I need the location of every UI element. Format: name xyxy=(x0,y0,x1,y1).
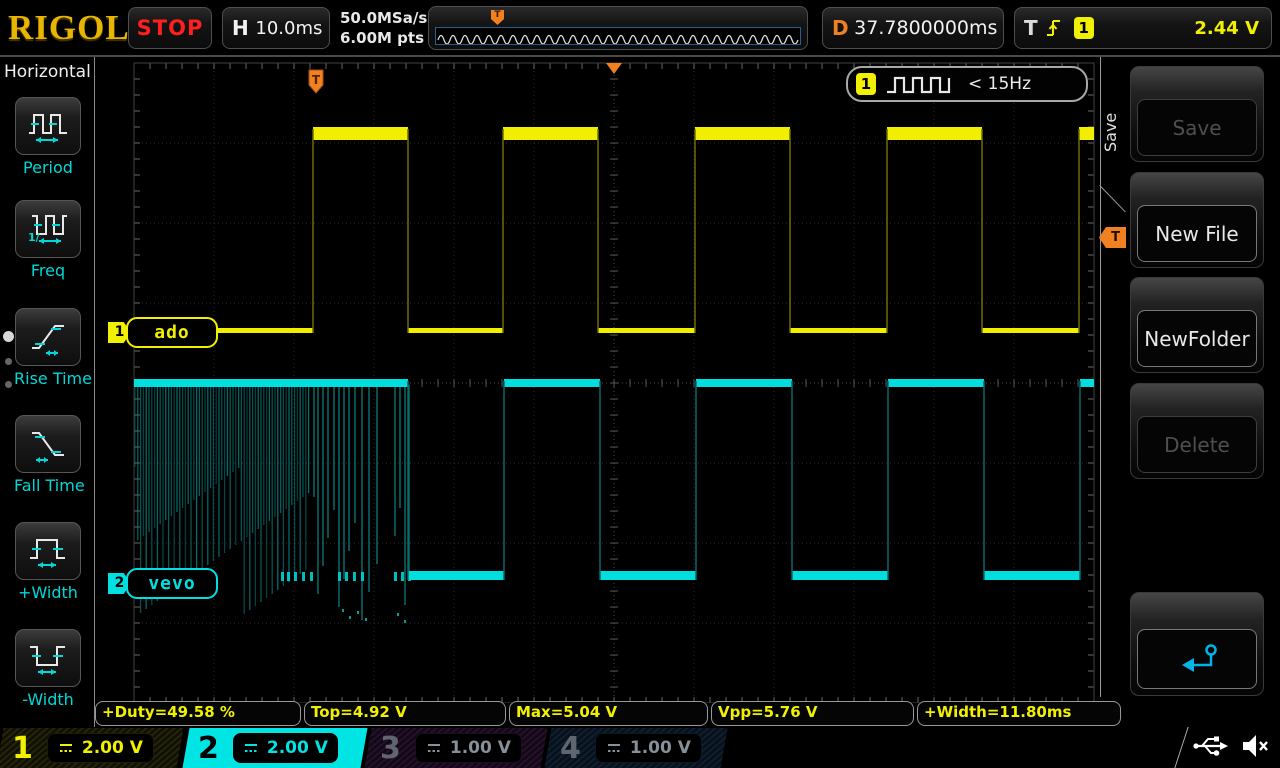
period-icon xyxy=(29,114,67,143)
acquisition-info: 50.0MSa/s 6.00M pts xyxy=(340,8,427,48)
run-state-label: STOP xyxy=(136,16,204,40)
speaker-muted-icon xyxy=(1243,735,1268,757)
page-dot xyxy=(5,381,12,388)
delete-button[interactable]: Delete xyxy=(1130,383,1264,479)
measurement-width: +Width=11.80ms xyxy=(917,701,1121,726)
channel-3-scale: 1.00 V xyxy=(449,738,511,758)
freq-counter-channel-badge: 1 xyxy=(856,73,876,95)
right-menu-frame-line xyxy=(1100,57,1101,697)
measurement-top: Top=4.92 V xyxy=(304,701,506,726)
page-dot-active xyxy=(3,331,14,342)
trigger-letter: T xyxy=(1024,16,1038,40)
overview-waveform-strip xyxy=(435,27,801,45)
svg-text:1/: 1/ xyxy=(28,231,41,244)
dc-coupling-icon xyxy=(607,744,620,752)
save-button[interactable]: Save xyxy=(1130,66,1264,162)
waveform-display: T xyxy=(133,62,1095,703)
run-state-indicator: STOP xyxy=(128,7,212,49)
trigger-source-badge: 1 xyxy=(1073,17,1094,39)
memory-depth: 6.00M pts xyxy=(340,29,424,47)
menu-item-period[interactable]: Period xyxy=(14,97,82,177)
menu-item-rise-time[interactable]: Rise Time xyxy=(14,308,92,388)
delay-value: 37.7800000ms xyxy=(854,17,998,39)
measurement-max: Max=5.04 V xyxy=(509,701,708,726)
freq-icon: 1/ xyxy=(28,215,67,244)
freq-counter-value: < 15Hz xyxy=(968,74,1031,94)
delay-letter: D xyxy=(832,16,849,40)
channel-4-scale: 1.00 V xyxy=(629,738,691,758)
channel-1-scale: 2.00 V xyxy=(81,738,143,758)
return-arrow-icon xyxy=(1182,644,1217,672)
ch2-position-marker[interactable]: 2 xyxy=(108,573,131,594)
overview-wave-path xyxy=(437,34,799,45)
delay-box: D 37.7800000ms xyxy=(822,7,1004,49)
menu-page-dots xyxy=(3,315,14,404)
menu-item-fall-time[interactable]: Fall Time xyxy=(14,415,85,495)
trigger-level-marker[interactable]: T xyxy=(1099,227,1126,248)
rise-time-icon xyxy=(32,325,64,356)
overview-trigger-marker-icon[interactable]: T xyxy=(491,10,504,25)
measure-menu: Horizontal Period 1/ Freq xyxy=(0,57,95,730)
measurement-duty: +Duty=49.58 % xyxy=(95,701,301,726)
timebase-box: H 10.0ms xyxy=(222,7,330,49)
menu-item-freq[interactable]: 1/ Freq xyxy=(14,200,82,280)
ch2-waveform-label: vevo xyxy=(126,568,218,599)
dc-coupling-icon xyxy=(59,744,72,752)
new-folder-button[interactable]: NewFolder xyxy=(1130,277,1264,373)
menu-item-plus-width[interactable]: +Width xyxy=(14,522,82,602)
minus-width-icon xyxy=(30,646,65,675)
right-menu-tab-title: Save xyxy=(1101,112,1120,152)
back-button[interactable] xyxy=(1130,592,1264,696)
timebase-letter: H xyxy=(232,16,249,40)
square-wave-icon xyxy=(887,76,951,94)
timebase-value: 10.0ms xyxy=(255,17,323,39)
usb-icon xyxy=(1193,736,1228,756)
channel-4-status[interactable]: 4 1.00 V xyxy=(544,728,728,768)
rigol-logo: RIGOL xyxy=(8,8,130,47)
top-status-bar: RIGOL STOP H 10.0ms 50.0MSa/s 6.00M pts … xyxy=(0,0,1280,57)
status-separator xyxy=(1174,727,1189,768)
measurement-vpp: Vpp=5.76 V xyxy=(711,701,914,726)
measure-menu-title: Horizontal xyxy=(4,62,91,82)
rising-edge-icon xyxy=(1046,20,1060,36)
channel-status-bar: 1 2.00 V 2 2.00 V xyxy=(0,727,1280,768)
page-dot xyxy=(5,358,12,365)
menu-item-minus-width[interactable]: -Width xyxy=(14,629,82,709)
channel-2-status[interactable]: 2 2.00 V xyxy=(182,728,368,768)
ch1-waveform-label: ado xyxy=(126,317,218,348)
frequency-counter-popup: 1 < 15Hz xyxy=(846,66,1088,102)
channel-3-status[interactable]: 3 1.00 V xyxy=(364,728,548,768)
plus-width-icon xyxy=(30,539,65,568)
channel-1-status[interactable]: 1 2.00 V xyxy=(0,728,184,768)
trigger-level-value: 2.44 V xyxy=(1194,17,1259,39)
overview-wave-icon xyxy=(437,34,799,45)
svg-text:T: T xyxy=(312,73,321,87)
sample-rate: 50.0MSa/s xyxy=(340,9,428,27)
dc-coupling-icon xyxy=(427,744,440,752)
channel-2-scale: 2.00 V xyxy=(266,738,328,758)
new-file-button[interactable]: New File xyxy=(1130,172,1264,268)
right-menu-frame-diagonal xyxy=(1099,185,1126,213)
dc-coupling-icon xyxy=(244,744,257,752)
trigger-box: T 1 2.44 V xyxy=(1014,7,1272,49)
fall-time-icon xyxy=(32,432,64,463)
ch1-position-marker[interactable]: 1 xyxy=(108,322,131,343)
memory-overview[interactable]: T xyxy=(428,6,808,50)
